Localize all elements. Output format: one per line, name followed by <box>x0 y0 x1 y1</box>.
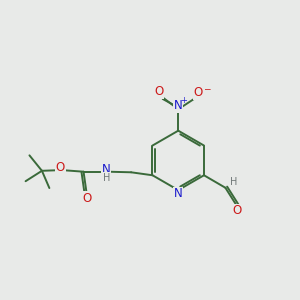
Text: O: O <box>82 192 91 205</box>
Text: O: O <box>56 161 65 174</box>
Text: +: + <box>180 97 187 106</box>
Text: H: H <box>230 177 237 188</box>
Text: O: O <box>154 85 164 98</box>
Text: H: H <box>103 172 110 183</box>
Text: N: N <box>174 187 183 200</box>
Text: N: N <box>174 99 183 112</box>
Text: O: O <box>194 86 203 99</box>
Text: O: O <box>232 204 241 218</box>
Text: −: − <box>203 84 211 93</box>
Text: N: N <box>102 164 111 176</box>
